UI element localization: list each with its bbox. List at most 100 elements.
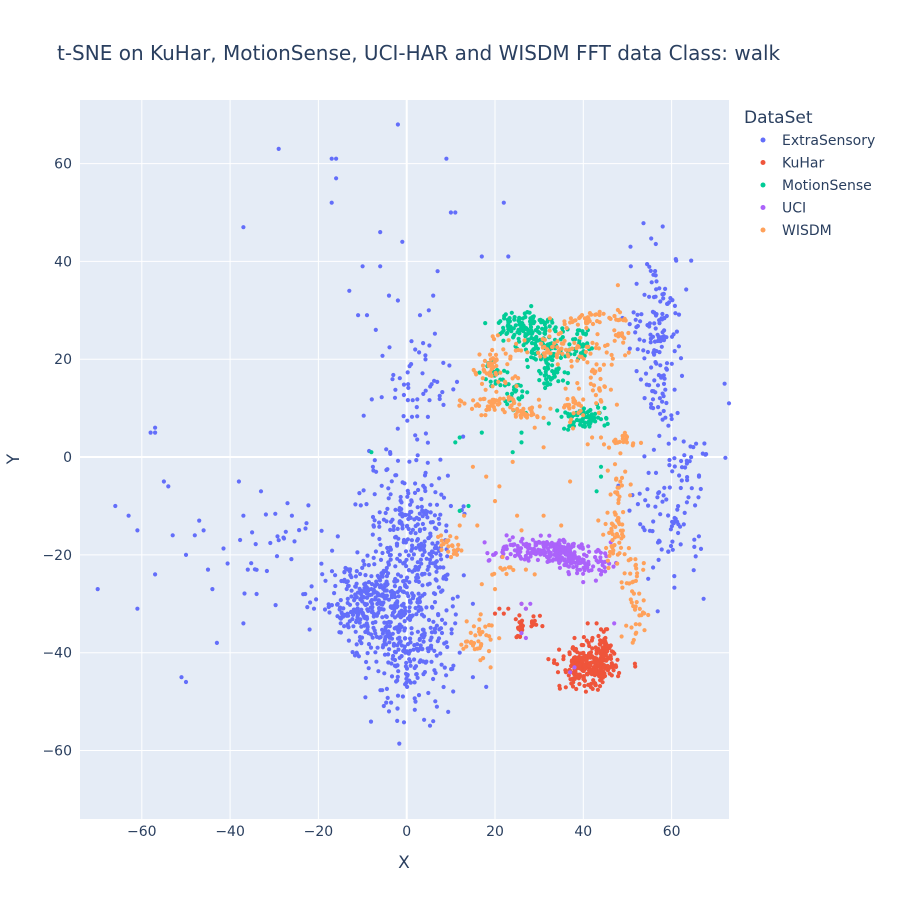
- data-point: [672, 349, 677, 354]
- data-point: [522, 557, 527, 562]
- data-point: [464, 619, 469, 624]
- data-point: [533, 335, 539, 340]
- data-point: [626, 546, 632, 551]
- data-point: [687, 459, 692, 464]
- data-point: [693, 503, 698, 508]
- data-point: [273, 603, 278, 608]
- data-point: [558, 355, 564, 360]
- data-point: [528, 322, 533, 327]
- data-point: [386, 652, 391, 657]
- data-point: [502, 379, 508, 384]
- data-point: [624, 623, 629, 628]
- legend-marker: [760, 227, 766, 233]
- data-point: [519, 412, 525, 417]
- data-point: [395, 458, 401, 463]
- data-point: [399, 511, 404, 516]
- data-point: [555, 345, 560, 350]
- data-point: [483, 387, 488, 392]
- data-point: [685, 475, 690, 480]
- data-point: [420, 371, 425, 376]
- data-point: [399, 500, 404, 505]
- data-point: [362, 562, 367, 567]
- data-point: [407, 609, 412, 614]
- data-point: [555, 408, 560, 413]
- data-point: [438, 565, 443, 570]
- data-point: [651, 519, 656, 524]
- data-point: [407, 678, 412, 683]
- data-point: [659, 344, 664, 349]
- data-point: [652, 321, 657, 326]
- data-point: [370, 464, 375, 469]
- data-point: [480, 376, 485, 381]
- data-point: [612, 313, 617, 319]
- data-point: [558, 330, 563, 335]
- data-point: [615, 485, 620, 490]
- data-point: [405, 398, 410, 403]
- data-point: [603, 551, 608, 556]
- data-point: [513, 323, 518, 328]
- data-point: [497, 484, 502, 489]
- data-point: [446, 709, 451, 715]
- data-point: [619, 475, 625, 480]
- x-tick-label: 60: [663, 824, 681, 840]
- data-point: [390, 604, 395, 609]
- data-point: [604, 416, 609, 421]
- data-point: [590, 635, 595, 641]
- data-point: [570, 426, 576, 431]
- data-point: [616, 500, 621, 506]
- data-point: [427, 572, 432, 577]
- data-point: [439, 617, 445, 623]
- data-point: [619, 483, 625, 488]
- data-point: [434, 526, 439, 532]
- data-point: [484, 474, 489, 479]
- data-point: [409, 362, 414, 367]
- data-point: [569, 681, 574, 686]
- data-point: [431, 293, 436, 298]
- data-point: [538, 354, 543, 359]
- data-point: [593, 645, 598, 650]
- data-point: [484, 633, 489, 638]
- data-point: [356, 654, 361, 659]
- data-point: [597, 367, 602, 373]
- data-point: [438, 589, 444, 594]
- data-point: [432, 513, 437, 518]
- data-point: [516, 376, 521, 381]
- data-point: [415, 397, 420, 402]
- data-point: [683, 465, 688, 470]
- data-point: [559, 523, 564, 528]
- data-point: [395, 636, 401, 641]
- data-point: [643, 498, 648, 503]
- data-point: [593, 393, 599, 398]
- data-point: [438, 512, 443, 517]
- data-point: [412, 568, 417, 573]
- data-point: [258, 489, 264, 494]
- data-point: [597, 567, 602, 572]
- data-point: [402, 605, 407, 610]
- data-point: [471, 398, 476, 403]
- data-point: [553, 551, 558, 556]
- data-point: [471, 624, 476, 629]
- data-point: [627, 508, 632, 513]
- data-point: [374, 469, 379, 474]
- data-point: [589, 670, 594, 675]
- data-point: [492, 359, 497, 365]
- data-point: [612, 510, 617, 515]
- data-point: [641, 348, 646, 353]
- data-point: [630, 589, 635, 594]
- data-point: [450, 596, 455, 601]
- data-point: [406, 382, 411, 387]
- data-point: [662, 485, 667, 490]
- data-point: [311, 606, 317, 611]
- data-point: [520, 321, 525, 326]
- data-point: [592, 371, 597, 376]
- data-point: [382, 652, 388, 657]
- data-point: [442, 665, 447, 670]
- data-point: [408, 530, 413, 535]
- data-point: [696, 534, 702, 539]
- data-point: [586, 568, 592, 573]
- data-point: [430, 520, 435, 525]
- data-point: [461, 646, 466, 651]
- data-point: [522, 338, 527, 343]
- data-point: [314, 597, 319, 602]
- data-point: [377, 510, 382, 515]
